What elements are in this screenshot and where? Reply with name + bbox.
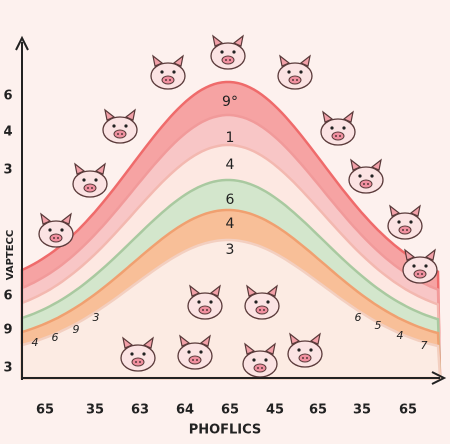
- x-tick-label: 65: [221, 403, 239, 418]
- pig: [102, 109, 138, 144]
- y-tick-label: 4: [3, 125, 12, 140]
- band-side-label: 5: [375, 319, 382, 332]
- band-label: 9°: [222, 94, 238, 110]
- band-label: 4: [226, 216, 235, 232]
- y-tick-label: 9: [3, 323, 12, 338]
- x-tick-label: 65: [399, 403, 417, 418]
- y-tick-label: 3: [3, 361, 12, 376]
- pig: [348, 159, 384, 194]
- pig: [387, 205, 423, 240]
- band-side-label: 7: [421, 339, 428, 352]
- pig: [402, 249, 438, 284]
- bands: [20, 80, 442, 380]
- x-tick-label: 35: [86, 403, 104, 418]
- pig: [38, 213, 74, 248]
- band-label: 4: [226, 157, 235, 173]
- pig: [277, 55, 313, 90]
- band-label: 3: [226, 242, 235, 258]
- y-tick-label: 3: [3, 163, 12, 178]
- x-arrow: [431, 371, 447, 385]
- pig: [210, 35, 246, 70]
- band-label: 6: [226, 192, 235, 208]
- band-side-label: 4: [397, 329, 404, 342]
- pig: [150, 55, 186, 90]
- band-side-label: 6: [52, 331, 59, 344]
- band-side-label: 6: [355, 311, 362, 324]
- band-side-label: 3: [93, 311, 100, 324]
- x-tick-label: 65: [309, 403, 327, 418]
- band-side-label: 4: [32, 336, 39, 349]
- x-tick-label: 64: [176, 403, 194, 418]
- band-side-label: 9: [73, 323, 80, 336]
- band-label: 1: [226, 130, 235, 146]
- x-tick-label: 45: [266, 403, 284, 418]
- x-tick-label: 63: [131, 403, 149, 418]
- y-arrow: [15, 35, 29, 51]
- x-tick-label: 35: [353, 403, 371, 418]
- y-tick-label: 6: [3, 289, 12, 304]
- y-tick-label: 6: [3, 89, 12, 104]
- pig: [320, 111, 356, 146]
- x-tick-label: 65: [36, 403, 54, 418]
- pig: [72, 163, 108, 198]
- x-axis-title: PHOFLICS: [189, 423, 262, 438]
- y-axis-title: VAPTECC: [5, 230, 16, 280]
